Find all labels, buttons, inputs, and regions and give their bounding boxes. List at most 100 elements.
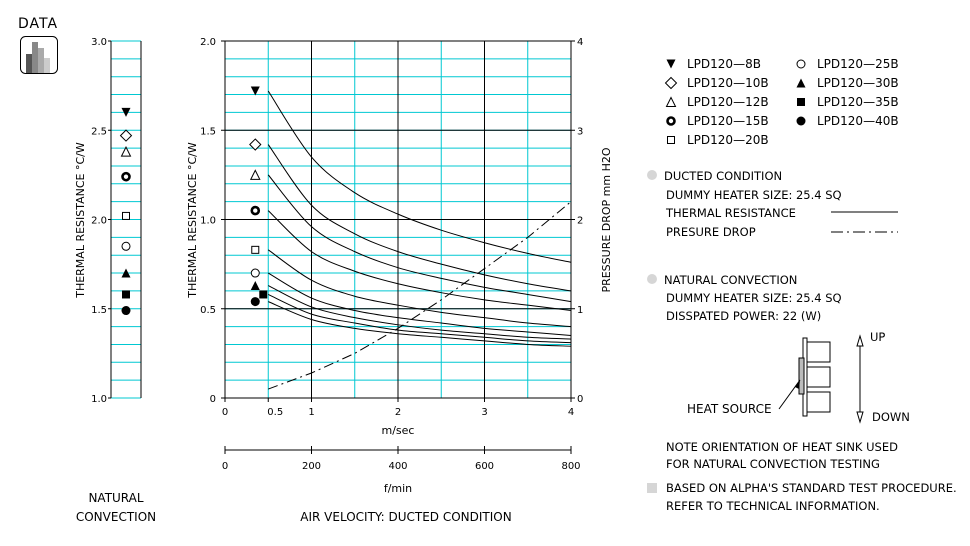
curve-lpd120-40b [268,301,572,347]
legend-marker-8 [796,116,806,126]
legend-label: LPD120—20B [687,133,769,147]
fmin-tick-label: 200 [302,461,321,472]
square-bullet-icon [647,483,657,493]
up-arrow-icon [856,334,864,347]
heatsink-fin [805,391,831,413]
curve-lpd120-35b [268,294,572,344]
ducted-y-tick-label: 0.5 [200,305,216,316]
bullet-icon [647,274,657,284]
ducted-x-tick-label: 3 [481,407,487,418]
natural-point-lpd120-30b [121,268,131,278]
curve-lpd120-30b [268,285,572,340]
based-note-line1: BASED ON ALPHA'S STANDARD TEST PROCEDURE… [666,481,957,495]
ducted-y-tick-label: 2.0 [200,37,216,48]
fmin-axis-label: f/min [384,482,412,495]
natural-point-lpd120-8b [121,107,131,117]
ducted-y-tick-label: 1.0 [200,216,216,227]
natural-y-tick-label: 1.0 [91,394,107,405]
ducted-x-tick-label: 1 [308,407,314,418]
ducted-y2-tick-label: 4 [577,37,583,48]
curve-lpd120-10b [267,144,572,292]
fmin-tick-label: 600 [475,461,494,472]
natural-label-line2: CONVECTION [76,510,156,524]
heat-source-leader [778,379,801,410]
legend-thermal-resistance: THERMAL RESISTANCE [665,206,796,220]
ducted-x-tick-label: 0 [222,407,228,418]
orientation-note-line1: NOTE ORIENTATION OF HEAT SINK USED [666,440,898,454]
ducted-y2-tick-label: 0 [577,394,583,405]
legend-label: LPD120—30B [817,76,899,90]
ducted-marker-lpd120-15b [250,205,261,216]
ducted-marker-lpd120-35b [259,290,268,299]
legend-pressure-drop: PRESURE DROP [666,225,756,239]
legend-marker-2 [665,96,677,107]
ducted-x-tick-label: 2 [395,407,401,418]
ducted-y-axis-label: THERMAL RESISTANCE °C/W [186,142,199,299]
ducted-y2-tick-label: 3 [577,126,583,137]
ducted-marker-lpd120-25b [250,268,260,278]
legend-marker-3 [666,116,676,126]
natural-point-lpd120-10b [119,129,133,142]
natural-note-title: NATURAL CONVECTION [664,273,797,287]
ducted-marker-lpd120-20b [251,245,260,254]
ducted-marker-lpd120-10b [249,138,262,151]
legend-label: LPD120—10B [687,76,769,90]
heat-source-block [798,357,805,395]
legend-marker-0 [666,59,676,69]
legend-label: LPD120—8B [687,57,761,71]
ducted-marker-lpd120-8b [250,86,260,96]
ducted-x-axis-label: m/sec [382,424,415,437]
curve-lpd120-15b [267,210,572,312]
orientation-note-line2: FOR NATURAL CONVECTION TESTING [666,457,880,471]
curve-lpd120-12b [267,174,572,303]
ducted-footer-label: AIR VELOCITY: DUCTED CONDITION [300,510,511,524]
heatsink-fin [805,366,831,388]
ducted-y2-tick-label: 2 [577,216,583,227]
heat-source-label: HEAT SOURCE [687,402,772,416]
heat-source-arrowhead [795,380,800,389]
legend-label: LPD120—15B [687,114,769,128]
legend-label: LPD120—12B [687,95,769,109]
bullet-icon [647,170,657,180]
legend-marker-5 [796,59,806,69]
ducted-note-heater: DUMMY HEATER SIZE: 25.4 SQ [666,188,842,202]
curve-lpd120-20b [267,249,572,328]
legend-marker-7 [797,98,805,106]
page-title: DATA [18,16,59,32]
heatsink-fin [805,341,831,363]
ducted-note-title: DUCTED CONDITION [664,169,782,183]
legend-marker-6 [796,78,806,88]
legend-label: LPD120—40B [817,114,899,128]
natural-note-power: DISSPATED POWER: 22 (W) [666,309,821,323]
fmin-tick-label: 0 [222,461,228,472]
ducted-marker-lpd120-30b [250,281,260,291]
curve-lpd120-8b [267,90,572,263]
legend-marker-4 [667,136,675,144]
natural-point-lpd120-20b [122,211,130,220]
ducted-y-tick-label: 0 [210,394,216,405]
curve-lpd120-25b [267,272,572,337]
natural-y-tick-label: 2.0 [91,216,107,227]
down-arrow-icon [856,411,864,424]
up-label: UP [870,330,885,344]
natural-point-lpd120-35b [122,290,130,299]
legend-label: LPD120—25B [817,57,899,71]
natural-note-heater: DUMMY HEATER SIZE: 25.4 SQ [666,291,842,305]
ducted-marker-lpd120-12b [249,169,261,180]
pressure-drop-line [268,201,572,390]
legend-marker-1 [664,76,678,90]
legend-label: LPD120—35B [817,95,899,109]
ducted-y2-tick-label: 1 [577,305,583,316]
ducted-x-tick-label: 0.5 [267,407,283,418]
natural-label-line1: NATURAL [88,491,143,505]
natural-y-tick-label: 3.0 [91,37,107,48]
fmin-tick-label: 400 [388,461,407,472]
natural-y-tick-label: 1.5 [91,305,107,316]
natural-point-lpd120-15b [121,171,131,182]
natural-y-tick-label: 2.5 [91,126,107,137]
fmin-tick-label: 800 [561,461,580,472]
based-note-line2: REFER TO TECHNICAL INFORMATION. [666,499,880,513]
down-label: DOWN [872,410,910,424]
ducted-y2-axis-label: PRESSURE DROP mm H2O [600,147,613,292]
ducted-y-tick-label: 1.5 [200,126,216,137]
